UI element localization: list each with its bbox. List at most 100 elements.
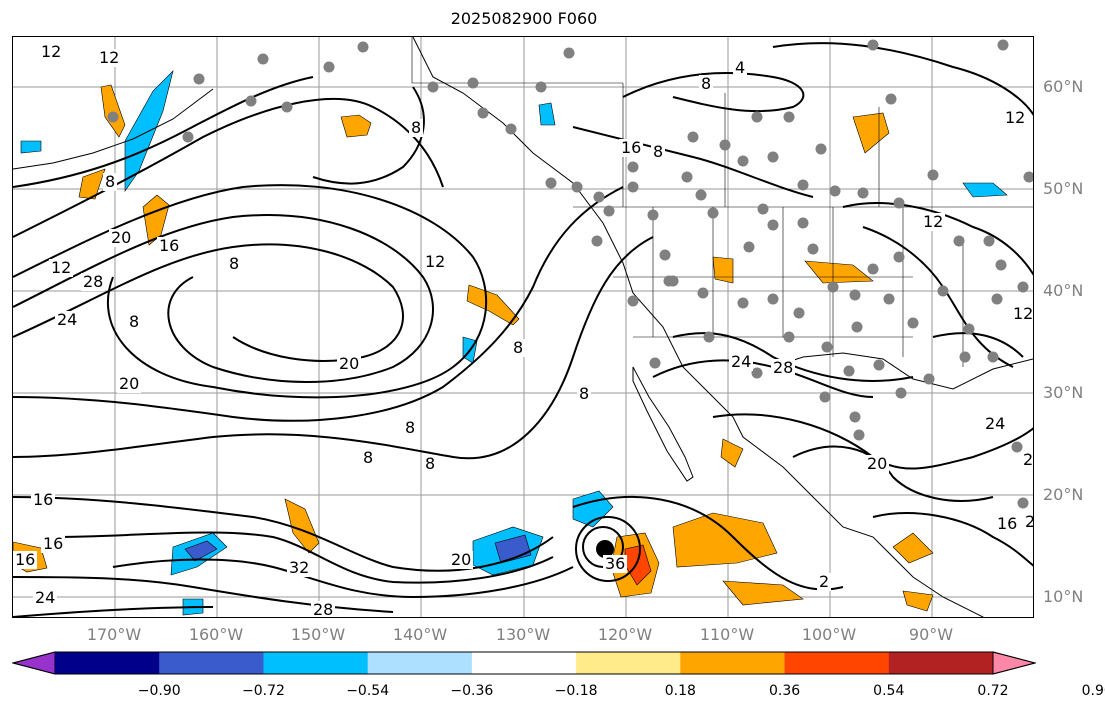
contour-label: 8 [653,142,663,161]
colorbar-tick-label: 0.54 [873,683,905,699]
colorbar-extend-max [992,651,1036,675]
contour-label: 8 [105,172,115,191]
contour-label-background [117,375,141,393]
lon-label-170w: 170°W [86,625,142,644]
station-markers [107,39,1033,509]
contour-label: 8 [229,254,239,273]
contour-label: 16 [33,490,53,509]
contour-label-background [55,311,79,329]
contour-label-background [97,49,121,67]
contour-label-background [41,535,65,553]
contour-label-background [699,75,713,93]
colorbar-tick-label: 0.36 [768,683,801,699]
lon-label-90w: 90°W [908,625,954,644]
contour-label: 12 [1013,304,1033,323]
contour-label: 20 [339,354,359,373]
north-america-coast [412,37,984,617]
contour-label-background [127,313,141,331]
contour-label-background [49,259,73,277]
contour-label-background [103,173,117,191]
contour-label: 24 [731,352,751,371]
lat-label-40n: 40°N [1043,281,1084,300]
contour-label: 24 [1023,450,1034,469]
contour-label-background [13,551,37,569]
contour-label: 4 [735,58,745,77]
colorbar-segment [576,652,681,674]
contour-label-background [31,491,55,509]
baja-peninsula [632,366,694,482]
gulf-coast [772,352,1033,390]
contour-label-background [651,143,665,161]
contour-label-background [1021,451,1033,469]
contour-label-background [409,119,423,137]
contour-label: 24 [35,588,55,607]
lon-label-160w: 160°W [188,625,244,644]
contour-label-background [983,415,1007,433]
positive-patch [722,580,804,606]
contour-label-background [81,273,105,291]
contour-label-background [603,555,627,573]
lon-label-130w: 130°W [495,625,551,644]
contour-label-background [921,213,945,231]
contour-label-background [511,339,525,357]
positive-patch [720,438,744,468]
colorbar-tick-label: −0.18 [554,683,598,699]
contour-label-background [729,353,753,371]
contour-label-background [157,237,181,255]
positive-patch [672,512,778,568]
map-title: 2025082900 F060 [450,9,598,28]
contour-label-background [1011,305,1033,323]
contour-label: 28 [773,358,793,377]
lon-label-120w: 120°W [597,625,653,644]
contour-label-background [33,589,57,607]
contour-label: 36 [605,554,625,573]
colorbar-segment [784,652,890,674]
colorbar-segment [888,652,994,674]
negative-patch [20,140,42,154]
contour-label-background [733,59,747,77]
contour-label: 8 [701,74,711,93]
contour-label: 8 [405,418,415,437]
colorbar-tick-label: −0.54 [346,683,390,699]
lon-label-100w: 100°W [801,625,857,644]
contour-label: 12 [99,48,119,67]
lat-label-50n: 50°N [1043,179,1084,198]
colorbar-segment [680,652,786,674]
lon-label-110w: 110°W [699,625,755,644]
contour-label-background [39,43,63,61]
colorbar-segment [471,652,577,674]
positive-patch [340,114,372,138]
negative-patch [538,102,556,126]
contour-label: 12 [425,252,445,271]
contour-label-background [1023,513,1033,531]
colorbar-tick-label: −0.36 [450,683,494,699]
contour-label: 24 [1025,512,1034,531]
contour-label-background [817,573,831,591]
positive-patch [852,112,890,154]
lon-label-150w: 150°W [290,625,346,644]
lat-label-60n: 60°N [1043,77,1084,96]
contour-label-background [619,139,643,157]
contour-label-background [423,253,447,271]
contour-label: 8 [363,448,373,467]
colorbar-segment [263,652,369,674]
contour-label: 20 [867,454,887,473]
contour-label-background [449,551,473,569]
negative-patch [494,534,532,564]
colorbar-tick-label: −0.90 [137,683,181,699]
lat-label-20n: 20°N [1043,485,1084,504]
contour-label: 20 [451,550,471,569]
contour-label: 8 [411,118,421,137]
contour-label: 24 [57,310,77,329]
contour-label: 12 [1005,108,1025,127]
contour-label-background [423,455,437,473]
colorbar-segment [159,652,264,674]
contour-label: 16 [997,514,1017,533]
colorbar-extend-min [12,651,56,675]
contour-label-background [361,449,375,467]
contour-label-background [577,385,591,403]
contour-label: 8 [579,384,589,403]
contour-label: 16 [43,534,63,553]
contour-label: 32 [289,558,309,577]
